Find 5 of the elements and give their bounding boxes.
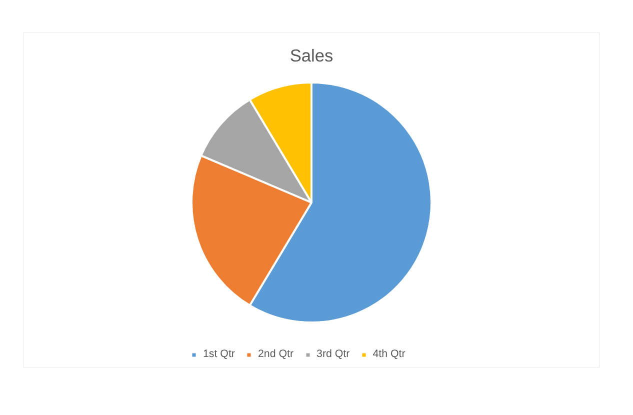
chart-title: Sales bbox=[290, 46, 334, 66]
legend-label: 3rd Qtr bbox=[316, 348, 350, 360]
legend-label: 4th Qtr bbox=[372, 348, 406, 360]
legend-label: 2nd Qtr bbox=[258, 348, 294, 360]
legend-label: 1st Qtr bbox=[203, 348, 235, 360]
